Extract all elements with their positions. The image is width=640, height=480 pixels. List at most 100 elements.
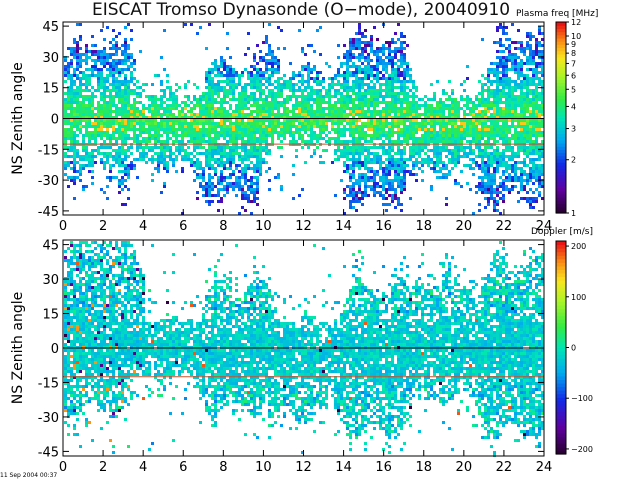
- heatmap-cell: [388, 158, 391, 161]
- heatmap-cell: [331, 107, 334, 110]
- heatmap-cell: [316, 137, 319, 140]
- heatmap-cell: [109, 179, 112, 182]
- heatmap-cell: [109, 89, 112, 92]
- heatmap-cell: [385, 104, 388, 107]
- heatmap-cell: [235, 194, 238, 197]
- heatmap-cell: [379, 86, 382, 89]
- heatmap-cell: [214, 110, 217, 113]
- heatmap-cell: [394, 173, 397, 176]
- heatmap-cell: [118, 59, 121, 62]
- heatmap-cell: [436, 134, 439, 137]
- heatmap-cell: [334, 122, 337, 125]
- heatmap-cell: [463, 137, 466, 140]
- heatmap-cell: [346, 113, 349, 116]
- heatmap-cell: [67, 92, 70, 95]
- heatmap-cell: [106, 185, 109, 188]
- heatmap-cell: [241, 89, 244, 92]
- heatmap-cell: [433, 107, 436, 110]
- heatmap-cell: [274, 113, 277, 116]
- heatmap-cell: [496, 29, 499, 32]
- heatmap-cell: [223, 80, 226, 83]
- heatmap-cell: [100, 62, 103, 65]
- heatmap-cell: [208, 152, 211, 155]
- heatmap-cell: [271, 53, 274, 56]
- heatmap-cell: [412, 164, 415, 167]
- heatmap-cell: [373, 77, 376, 80]
- heatmap-cell: [472, 149, 475, 152]
- heatmap-cell: [166, 128, 169, 131]
- heatmap-cell: [304, 80, 307, 83]
- heatmap-cell: [358, 23, 361, 26]
- heatmap-cell: [223, 95, 226, 98]
- heatmap-cell: [502, 185, 505, 188]
- heatmap-cell: [223, 110, 226, 113]
- heatmap-cell: [67, 137, 70, 140]
- heatmap-cell: [292, 92, 295, 95]
- heatmap-cell: [538, 110, 541, 113]
- heatmap-cell: [271, 107, 274, 110]
- heatmap-cell: [541, 101, 544, 104]
- heatmap-cell: [238, 119, 241, 122]
- heatmap-cell: [460, 137, 463, 140]
- heatmap-cell: [382, 128, 385, 131]
- heatmap-cell: [382, 182, 385, 185]
- heatmap-cell: [211, 185, 214, 188]
- heatmap-cell: [517, 122, 520, 125]
- heatmap-cell: [382, 140, 385, 143]
- heatmap-cell: [256, 104, 259, 107]
- heatmap-cell: [361, 203, 364, 206]
- heatmap-cell: [466, 104, 469, 107]
- heatmap-cell: [433, 152, 436, 155]
- heatmap-cell: [133, 68, 136, 71]
- heatmap-cell: [280, 125, 283, 128]
- heatmap-cell: [448, 134, 451, 137]
- heatmap-cell: [151, 116, 154, 119]
- heatmap-cell: [181, 113, 184, 116]
- heatmap-cell: [112, 62, 115, 65]
- heatmap-cell: [187, 131, 190, 134]
- heatmap-cell: [370, 59, 373, 62]
- heatmap-cell: [271, 122, 274, 125]
- heatmap-cell: [187, 146, 190, 149]
- heatmap-cell: [178, 149, 181, 152]
- heatmap-cell: [358, 110, 361, 113]
- heatmap-cell: [301, 47, 304, 50]
- heatmap-cell: [529, 110, 532, 113]
- heatmap-cell: [286, 107, 289, 110]
- heatmap-cell: [94, 107, 97, 110]
- heatmap-cell: [541, 62, 544, 65]
- heatmap-cell: [517, 62, 520, 65]
- heatmap-cell: [502, 131, 505, 134]
- heatmap-cell: [349, 152, 352, 155]
- heatmap-cell: [208, 125, 211, 128]
- heatmap-cell: [532, 92, 535, 95]
- heatmap-cell: [100, 59, 103, 62]
- heatmap-cell: [499, 161, 502, 164]
- heatmap-cell: [385, 116, 388, 119]
- heatmap-cell: [211, 86, 214, 89]
- heatmap-cell: [256, 176, 259, 179]
- heatmap-cell: [397, 200, 400, 203]
- heatmap-cell: [448, 119, 451, 122]
- heatmap-cell: [229, 149, 232, 152]
- heatmap-cell: [478, 113, 481, 116]
- heatmap-cell: [499, 41, 502, 44]
- heatmap-cell: [217, 122, 220, 125]
- heatmap-cell: [223, 146, 226, 149]
- heatmap-cell: [169, 116, 172, 119]
- heatmap-cell: [202, 185, 205, 188]
- heatmap-cell: [382, 176, 385, 179]
- heatmap-cell: [196, 161, 199, 164]
- heatmap-cell: [397, 182, 400, 185]
- heatmap-cell: [367, 77, 370, 80]
- heatmap-cell: [520, 197, 523, 200]
- heatmap-cell: [532, 62, 535, 65]
- heatmap-cell: [208, 137, 211, 140]
- heatmap-cell: [466, 131, 469, 134]
- heatmap-cell: [118, 47, 121, 50]
- heatmap-cell: [160, 95, 163, 98]
- heatmap-cell: [268, 74, 271, 77]
- heatmap-cell: [514, 110, 517, 113]
- heatmap-cell: [247, 179, 250, 182]
- heatmap-cell: [412, 146, 415, 149]
